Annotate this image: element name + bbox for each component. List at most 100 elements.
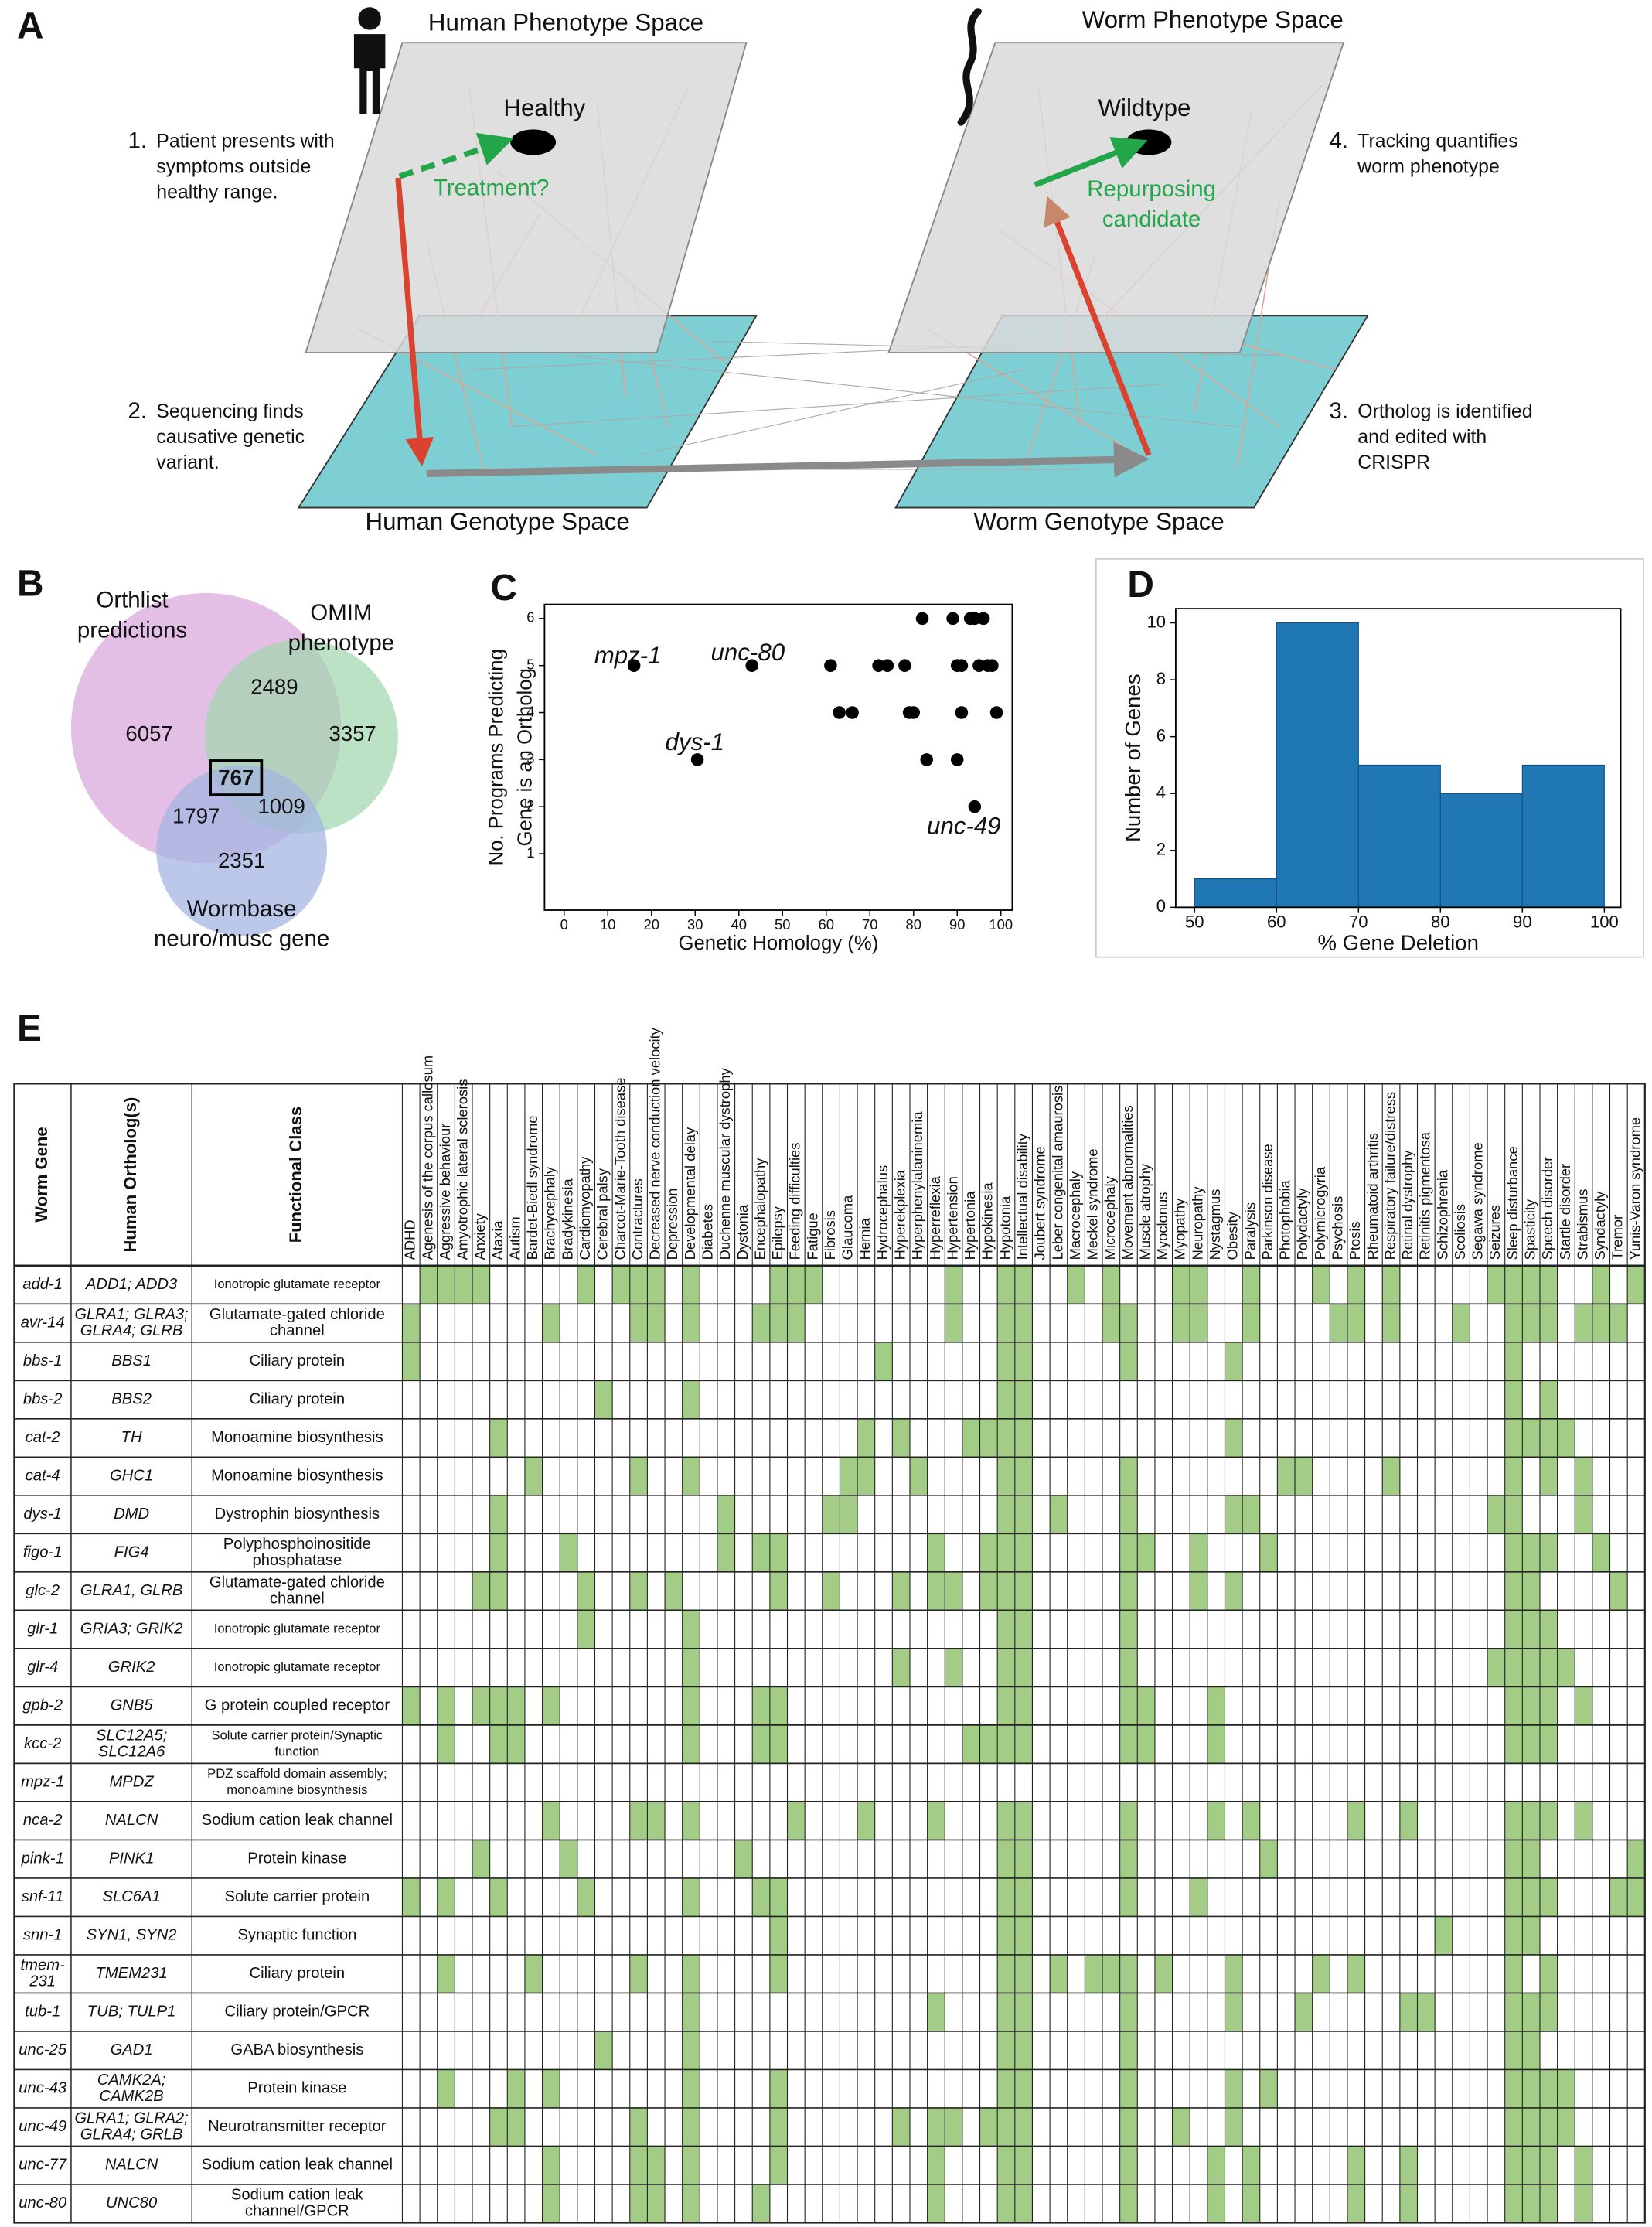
table-cell-hit [542, 2146, 560, 2184]
phenotype-header: Hypokinesia [979, 1182, 996, 1260]
table-cell-hit [1522, 1648, 1540, 1687]
table-cell-hit [1137, 1686, 1155, 1725]
table-cell-hit [1119, 2107, 1138, 2147]
table-cell-hit [1539, 1877, 1558, 1917]
table-cell-hit [612, 1265, 630, 1304]
table-cell-text: unc-80 [19, 2195, 67, 2212]
table-cell-hit [1154, 1954, 1173, 1993]
table-cell-hit [1119, 2069, 1138, 2108]
table-cell-hit [577, 1265, 595, 1304]
table-cell-hit [1119, 1342, 1138, 1381]
table-cell-hit [682, 2031, 700, 2070]
phenotype-header: Strabismus [1574, 1189, 1590, 1260]
table-cell-hit [1119, 1840, 1138, 1878]
table-cell-hit [647, 1265, 666, 1304]
table-cell-text: Solute carrier protein/Synaptic [212, 1727, 383, 1742]
table-cell-hit [577, 1571, 595, 1611]
point [627, 659, 641, 672]
table-cell-hit [1504, 1916, 1523, 1955]
table-cell-hit [1609, 1877, 1628, 1917]
table-cell-text: 231 [29, 1973, 56, 1990]
table-cell-text: GNB5 [111, 1697, 154, 1714]
table-cell-hit [594, 1380, 613, 1419]
table-cell-hit [524, 1954, 543, 1993]
plot-frame [543, 603, 1013, 911]
y-tick-label: 0 [1156, 896, 1166, 916]
table-cell-text: TUB; TULP1 [87, 2004, 176, 2021]
phenotype-header: Seizures [1487, 1205, 1503, 1260]
table-cell-hit [962, 1418, 980, 1458]
venn-count: 6057 [125, 721, 172, 745]
plane-label: Worm Phenotype Space [1082, 6, 1344, 33]
phenotype-header: Aggressive behaviour [437, 1124, 453, 1260]
table-cell-hit [1522, 1304, 1540, 1342]
table-cell-text: unc-43 [19, 2080, 67, 2097]
table-cell-hit [1539, 1954, 1558, 1993]
table-cell-hit [682, 1304, 700, 1342]
table-cell-text: Monoamine biosynthesis [211, 1467, 383, 1484]
table-cell-hit [542, 1801, 560, 1840]
table-cell-hit [437, 1686, 455, 1725]
table-cell-hit [927, 1801, 945, 1840]
table-cell-hit [402, 1686, 421, 1725]
x-tick-label: 50 [1185, 912, 1204, 931]
table-cell-hit [1487, 1265, 1505, 1304]
phenotype-header: Hyperphenylalaninemia [909, 1111, 925, 1260]
table-cell-hit [1609, 1571, 1628, 1611]
table-cell-hit [647, 1801, 666, 1840]
table-cell-hit [1522, 1877, 1540, 1917]
tracking-arrow [1044, 196, 1152, 456]
table-cell-text: CAMK2A; [97, 2072, 166, 2089]
table-cell-hit [979, 1418, 998, 1458]
x-tick-label: 0 [560, 916, 568, 933]
table-cell-hit [1539, 2184, 1558, 2223]
table-cell-text: NALCN [105, 1812, 158, 1829]
wildtype-region [1126, 129, 1172, 155]
phenotype-header: Yunis-Varon syndrome [1626, 1117, 1643, 1260]
table-cell-hit [734, 1840, 753, 1878]
table-cell-hit [1014, 1954, 1033, 1993]
phenotype-header: Leber congenital amaurosis [1049, 1086, 1065, 1260]
table-cell-hit [1172, 1265, 1190, 1304]
x-tick-label: 90 [949, 916, 965, 933]
phenotype-header: Speech disorder [1539, 1157, 1555, 1260]
point [946, 612, 959, 626]
table-cell-hit [945, 1648, 962, 1687]
table-cell-text: cat-4 [26, 1467, 60, 1484]
table-cell-hit [1014, 1304, 1033, 1342]
phenotype-header: Spasticity [1522, 1199, 1538, 1260]
phenotype-header: Anxiety [472, 1212, 488, 1260]
table-cell-hit [1119, 2146, 1138, 2184]
table-cell-hit [455, 1265, 473, 1304]
table-cell-hit [840, 1457, 858, 1495]
table-cell-text: FIG4 [114, 1543, 149, 1560]
table-cell-text: G protein coupled receptor [205, 1697, 390, 1714]
table-cell-hit [997, 2069, 1015, 2108]
point [880, 659, 894, 672]
bar [1357, 764, 1441, 908]
annotation: unc-80 [711, 639, 785, 666]
table-cell-hit [1539, 1610, 1558, 1649]
table-cell-hit [1539, 1686, 1558, 1725]
phenotype-header: Amyotrophic lateral sclerosis [455, 1079, 471, 1260]
table-cell-hit [1119, 1954, 1138, 1993]
table-cell-text: glr-4 [27, 1659, 58, 1676]
table-cell-hit [962, 1724, 980, 1764]
table-cell-hit [1119, 1457, 1138, 1495]
table-cell-hit [752, 1686, 770, 1725]
table-cell-hit [629, 1954, 648, 1993]
table-cell-hit [769, 2107, 788, 2147]
step-text: Ortholog is identified [1357, 401, 1532, 422]
table-cell-hit [892, 1418, 910, 1458]
table-cell-hit [1504, 1877, 1523, 1917]
phenotype-header: Retinal dystrophy [1399, 1150, 1415, 1260]
table-cell-hit [1347, 2146, 1365, 2184]
phenotype-header: Glaucoma [840, 1195, 856, 1260]
table-cell-hit [927, 2184, 945, 2223]
table-cell-hit [1504, 2031, 1523, 2070]
table-cell-hit [769, 1571, 788, 1611]
table-cell-hit [997, 1916, 1015, 1955]
table-cell-hit [857, 1801, 875, 1840]
phenotype-header: Muscle atrophy [1136, 1163, 1153, 1260]
table-cell-hit [927, 1993, 945, 2031]
